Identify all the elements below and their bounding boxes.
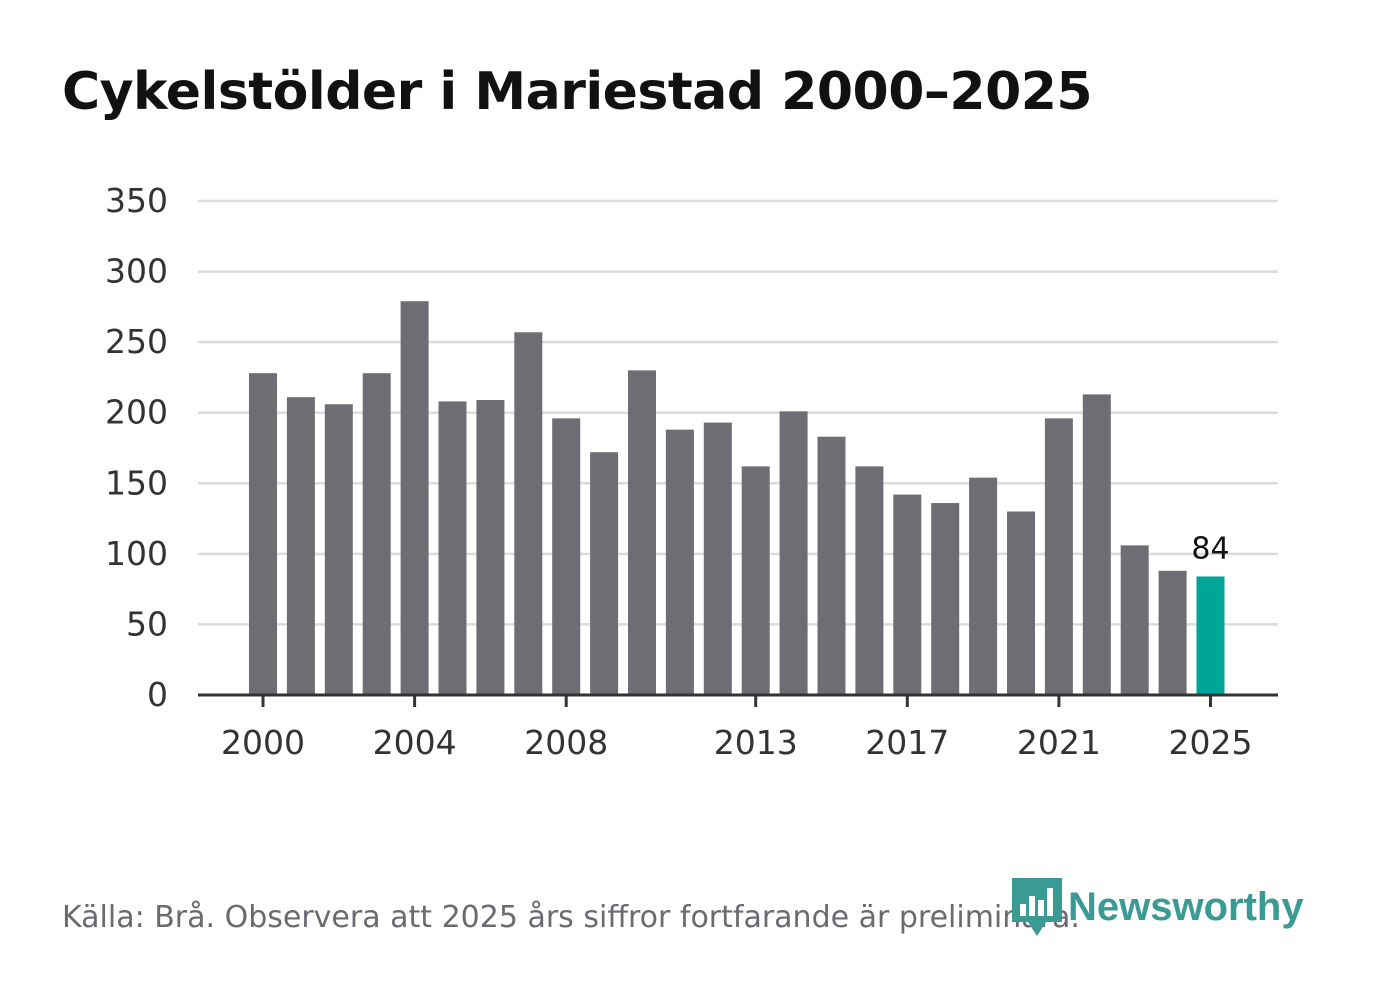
- data-labels: 84: [1191, 531, 1229, 566]
- bar-2005: [438, 401, 467, 695]
- bar-2013: [741, 466, 770, 695]
- bar-2016: [855, 466, 884, 695]
- bar-2008: [552, 418, 581, 695]
- y-tick-label: 150: [105, 463, 168, 502]
- bar-2012: [703, 422, 732, 695]
- x-tick-label: 2000: [221, 723, 305, 762]
- data-label-2025: 84: [1191, 531, 1229, 566]
- bar-2015: [817, 436, 846, 695]
- x-tick-label: 2021: [1017, 723, 1101, 762]
- bar-2000: [249, 373, 277, 695]
- bar-2004: [400, 301, 429, 695]
- x-tick-label: 2017: [865, 723, 949, 762]
- y-tick-label: 50: [126, 604, 168, 643]
- bars: [249, 301, 1225, 695]
- bar-2010: [628, 370, 656, 695]
- bar-2018: [931, 503, 960, 695]
- y-tick-label: 300: [105, 252, 168, 291]
- bar-2021: [1044, 418, 1073, 695]
- bar-chart-logo-icon: [1012, 878, 1062, 936]
- bar-2023: [1120, 545, 1149, 695]
- bar-2022: [1082, 394, 1111, 695]
- bar-2003: [362, 373, 391, 695]
- bar-2019: [969, 477, 998, 695]
- bar-2007: [514, 332, 543, 695]
- x-tick-label: 2013: [714, 723, 798, 762]
- y-tick-label: 200: [105, 393, 168, 432]
- bar-2025: [1196, 576, 1225, 695]
- bar-2001: [286, 397, 315, 695]
- chart-title: Cykelstölder i Mariestad 2000–2025: [62, 62, 1093, 122]
- bar-2009: [590, 452, 619, 695]
- bar-2002: [324, 404, 353, 695]
- y-tick-label: 100: [105, 534, 168, 573]
- brand-name: Newsworthy: [1068, 884, 1304, 929]
- x-tick-label: 2008: [524, 723, 608, 762]
- bar-2017: [893, 494, 922, 695]
- bar-2024: [1158, 570, 1187, 695]
- x-tick-label: 2004: [373, 723, 457, 762]
- y-tick-label: 350: [105, 181, 168, 220]
- grid-lines: [198, 199, 1278, 626]
- bar-2011: [665, 429, 694, 695]
- x-tick-label: 2025: [1169, 723, 1253, 762]
- bar-2006: [476, 400, 505, 695]
- y-tick-label: 0: [147, 675, 168, 714]
- bar-2014: [779, 411, 808, 695]
- newsworthy-logo[interactable]: Newsworthy: [1012, 878, 1304, 936]
- source-note: Källa: Brå. Observera att 2025 års siffr…: [62, 900, 1080, 935]
- y-tick-label: 250: [105, 322, 168, 361]
- bar-2020: [1007, 511, 1035, 695]
- axes: 0 50 100 150 200 250 300 350 2000 2004 2008 2013 201…: [105, 181, 1278, 762]
